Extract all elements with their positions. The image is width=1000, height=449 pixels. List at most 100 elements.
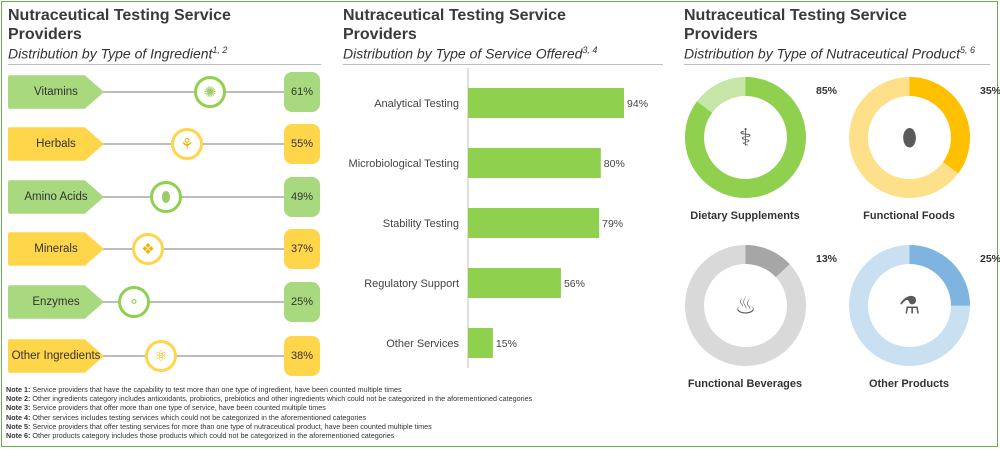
donut-slice — [848, 76, 970, 198]
footnote: Note 3: Service providers that offer mor… — [6, 403, 532, 412]
bar-category-label: Stability Testing — [383, 218, 459, 230]
panel1-subtitle-text: Distribution by Type of Ingredient — [8, 45, 213, 62]
atom-icon: ⚛ — [145, 340, 177, 372]
ingredient-row: Enzymes ⚬ 25% — [8, 282, 320, 322]
donut-percent-label: 25% — [980, 253, 1000, 265]
ingredient-percent: 37% — [284, 229, 320, 269]
capsule-seed-icon: ⬮ — [150, 181, 182, 213]
footnote: Note 6: Other products category includes… — [6, 431, 532, 440]
bar-value-label: 79% — [602, 218, 623, 230]
service-bar-chart: Analytical Testing 94% Microbiological Tes… — [349, 68, 648, 368]
bar — [468, 148, 601, 178]
bar-category-label: Regulatory Support — [364, 278, 459, 290]
footnote-text: Other products category includes those p… — [30, 431, 395, 441]
panel3-title-line1: Nutraceutical Testing Service — [684, 7, 907, 24]
bar — [468, 88, 625, 118]
row-connector-line — [103, 248, 285, 250]
bar-category-label: Microbiological Testing — [349, 158, 459, 170]
footnote-label: Note 4: — [6, 412, 31, 422]
footnote-label: Note 5: — [6, 421, 31, 431]
panel3-subtitle-text: Distribution by Type of Nutraceutical Pr… — [684, 45, 960, 62]
donut-chart: ♨ — [684, 244, 806, 366]
donut-category-label: Dietary Supplements — [690, 210, 800, 222]
panel1-subtitle-sup: 1, 2 — [212, 45, 228, 55]
supplements-icon: ⚕ — [739, 124, 752, 151]
ingredient-percent: 61% — [284, 72, 320, 112]
crystal-icon: ❖ — [132, 233, 164, 265]
row-connector-line — [103, 196, 285, 198]
donut-chart: ⚗ — [848, 244, 970, 366]
citrus-slice-icon: ✺ — [194, 76, 226, 108]
panel1-title-line1: Nutraceutical Testing Service — [8, 7, 231, 24]
panel3-divider — [684, 64, 990, 65]
footnote: Note 1: Service providers that have the … — [6, 385, 532, 394]
bar-value-label: 56% — [564, 278, 585, 290]
bar — [468, 268, 561, 298]
ingredient-row: Minerals ❖ 37% — [8, 229, 320, 269]
footnotes: Note 1: Service providers that have the … — [6, 385, 532, 440]
panel3-title-line2: Providers — [684, 26, 758, 43]
ingredient-row: Vitamins ✺ 61% — [8, 72, 320, 112]
panel2-subtitle-text: Distribution by Type of Service Offered — [343, 45, 583, 62]
panel2-title: Nutraceutical Testing Service Providers — [343, 6, 566, 44]
donut-chart: ⚕ — [684, 76, 806, 198]
panel2-title-line2: Providers — [343, 26, 417, 43]
donut-slice — [684, 76, 806, 198]
panel2-divider — [343, 64, 663, 65]
footnote: Note 5: Service providers that offer tes… — [6, 422, 532, 431]
panel3-subtitle-sup: 5, 6 — [959, 45, 975, 55]
ingredient-label: Herbals — [8, 127, 104, 161]
panel1-subtitle: Distribution by Type of Ingredient1, 2 — [8, 45, 227, 62]
footnote-text: Service providers that offer more than o… — [30, 403, 326, 413]
panel3-title: Nutraceutical Testing Service Providers — [684, 6, 907, 44]
panel2-title-line1: Nutraceutical Testing Service — [343, 7, 566, 24]
donut-category-label: Functional Beverages — [687, 378, 803, 390]
ingredient-row: Herbals ⚘ 55% — [8, 124, 320, 164]
donut-percent-label: 85% — [816, 85, 838, 97]
footnote: Note 2: Other ingredients category inclu… — [6, 394, 532, 403]
ingredient-percent: 25% — [284, 282, 320, 322]
donut-percent-label: 35% — [980, 85, 1000, 97]
bar-value-label: 15% — [496, 338, 517, 350]
ingredient-label: Enzymes — [8, 285, 104, 319]
donut-category-label: Functional Foods — [863, 210, 955, 222]
footnote-text: Service providers that have the capabili… — [30, 385, 402, 394]
bar-category-label: Other Services — [386, 338, 459, 350]
donut-category-label: Other Products — [868, 378, 950, 390]
panel3-subtitle: Distribution by Type of Nutraceutical Pr… — [684, 45, 975, 62]
footnote-label: Note 1: — [6, 385, 31, 394]
flask-plant-icon: ⚗ — [898, 292, 920, 319]
ingredient-percent: 38% — [284, 336, 320, 376]
donut-chart: ⬮ — [848, 76, 970, 198]
herb-sprout-icon: ⚘ — [171, 128, 203, 160]
panel2-subtitle: Distribution by Type of Service Offered3… — [343, 45, 597, 62]
ingredient-row: Amino Acids ⬮ 49% — [8, 177, 320, 217]
row-connector-line — [103, 355, 285, 357]
footnote-label: Note 3: — [6, 403, 31, 413]
ingredient-label: Amino Acids — [8, 180, 104, 214]
ingredient-row: Other Ingredients ⚛ 38% — [8, 336, 320, 376]
panel1-title-line2: Providers — [8, 26, 82, 43]
footnote-text: Other ingredients category includes anti… — [30, 394, 533, 404]
bottle-icon: ♨ — [734, 292, 756, 319]
ingredient-percent: 55% — [284, 124, 320, 164]
panel2-subtitle-sup: 3, 4 — [582, 45, 598, 55]
donut-percent-label: 13% — [816, 253, 838, 265]
footnote: Note 4: Other services includes testing … — [6, 413, 532, 422]
bar — [468, 208, 600, 238]
bar-category-label: Analytical Testing — [374, 98, 459, 110]
footnote-text: Other services includes testing services… — [30, 412, 366, 422]
cocoa-pod-icon: ⬮ — [901, 124, 916, 151]
footnote-label: Note 2: — [6, 394, 31, 404]
bar-value-label: 94% — [627, 98, 648, 110]
panel1-divider — [8, 64, 321, 65]
footnote-label: Note 6: — [6, 431, 31, 441]
donut-slice — [684, 244, 806, 366]
bar — [468, 328, 493, 358]
footnote-text: Service providers that offer testing ser… — [30, 421, 432, 431]
ingredient-label: Other Ingredients — [8, 339, 104, 373]
panel1-title: Nutraceutical Testing Service Providers — [8, 6, 231, 44]
row-connector-line — [103, 301, 285, 303]
bar-value-label: 80% — [604, 158, 625, 170]
